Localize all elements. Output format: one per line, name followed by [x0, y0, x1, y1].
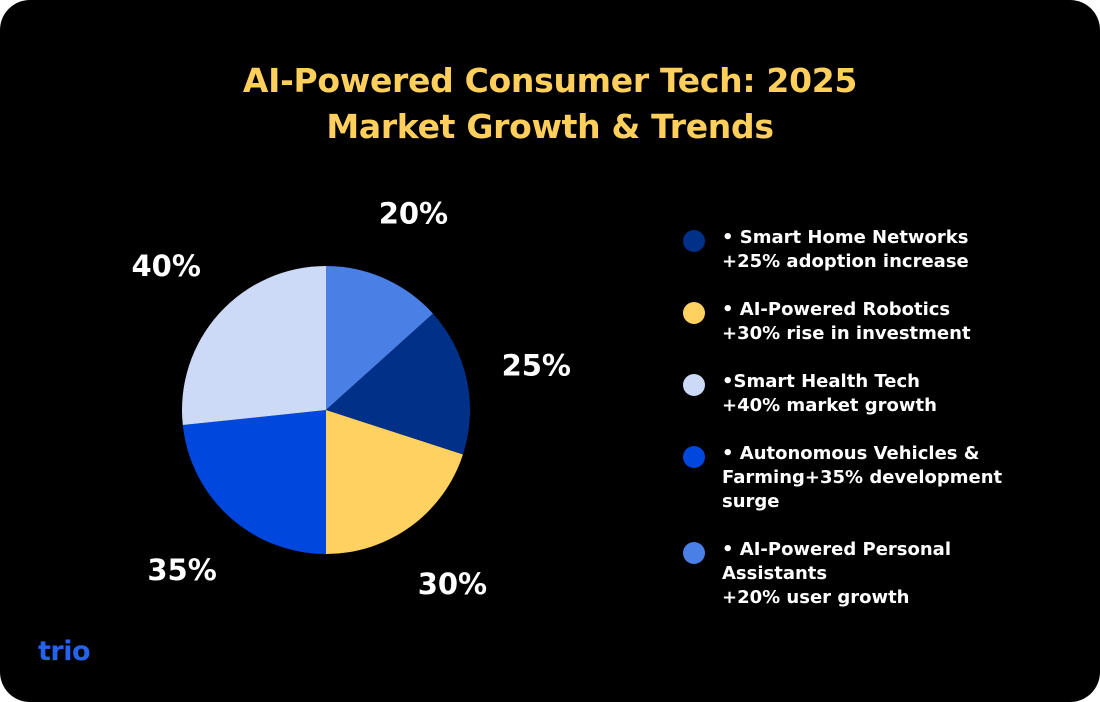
legend-item: • Smart Home Networks +25% adoption incre… — [683, 226, 1013, 274]
legend-line: Assistants — [722, 563, 828, 584]
pie-slice-30 — [326, 410, 463, 554]
legend-item: •Smart Health Tech +40% market growth — [683, 370, 1013, 418]
legend-swatch-icon — [683, 542, 705, 564]
trio-logo: trio — [38, 636, 91, 667]
chart-title-line-2: Market Growth & Trends — [326, 107, 774, 146]
legend-item: • AI-Powered Personal Assistants +20% user… — [683, 538, 1013, 610]
legend-line: • Autonomous Vehicles & — [722, 443, 980, 464]
legend-swatch-icon — [683, 230, 705, 252]
legend-text: • AI-Powered Robotics +30% rise in invest… — [722, 298, 1013, 346]
pie-label-25: 25% — [502, 348, 571, 382]
legend-line: • Smart Home Networks — [722, 227, 969, 248]
legend-text: •Smart Health Tech +40% market growth — [722, 370, 1013, 418]
legend-line: +20% user growth — [722, 587, 910, 608]
pie-slice-40 — [182, 266, 326, 426]
pie-label-35: 35% — [147, 553, 216, 587]
legend-text: • Autonomous Vehicles & Farming+35% devel… — [722, 442, 1013, 514]
legend-line: surge — [722, 491, 780, 512]
chart-title: AI-Powered Consumer Tech: 2025 Market Gr… — [0, 58, 1100, 150]
legend-item: • AI-Powered Robotics +30% rise in invest… — [683, 298, 1013, 346]
legend-text: • AI-Powered Personal Assistants +20% user… — [722, 538, 1013, 610]
pie-label-20: 20% — [379, 197, 448, 231]
pie-label-30: 30% — [418, 567, 487, 601]
legend: • Smart Home Networks +25% adoption incre… — [683, 226, 1013, 634]
legend-line: Farming+35% development — [722, 467, 1003, 488]
legend-item: • Autonomous Vehicles & Farming+35% devel… — [683, 442, 1013, 514]
pie-label-40: 40% — [131, 249, 200, 283]
chart-title-line-1: AI-Powered Consumer Tech: 2025 — [242, 61, 858, 100]
legend-line: •Smart Health Tech — [722, 371, 920, 392]
legend-swatch-icon — [683, 302, 705, 324]
legend-text: • Smart Home Networks +25% adoption incre… — [722, 226, 1013, 274]
pie-slice-25 — [326, 313, 470, 455]
legend-line: • AI-Powered Robotics — [722, 299, 951, 320]
legend-line: +30% rise in investment — [722, 323, 971, 344]
pie-slice-20 — [326, 266, 434, 410]
legend-swatch-icon — [683, 374, 705, 396]
pie-slice-35 — [182, 410, 326, 554]
legend-line: +40% market growth — [722, 395, 937, 416]
legend-line: • AI-Powered Personal — [722, 539, 951, 560]
legend-line: +25% adoption increase — [722, 251, 969, 272]
logo-text: trio — [38, 636, 91, 667]
legend-swatch-icon — [683, 446, 705, 468]
